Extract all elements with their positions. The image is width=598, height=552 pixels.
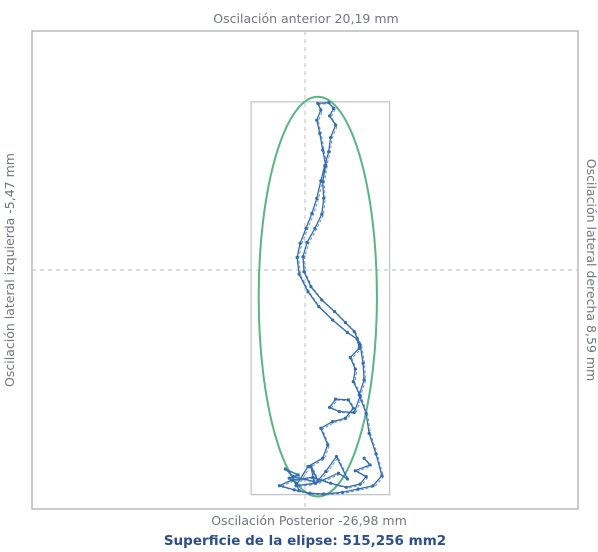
sway-point <box>293 488 296 491</box>
sway-point <box>365 412 368 415</box>
sway-point <box>292 475 295 478</box>
sway-point <box>363 378 366 381</box>
sway-point <box>305 241 308 244</box>
sway-point <box>362 362 365 365</box>
sway-point <box>295 484 298 487</box>
sway-point <box>371 484 374 487</box>
sway-point <box>326 443 329 446</box>
sway-point <box>318 132 321 135</box>
sway-point <box>315 197 318 200</box>
sway-point <box>284 467 287 470</box>
sway-point <box>315 119 318 122</box>
sway-point <box>322 492 325 495</box>
sway-point <box>352 407 355 410</box>
sway-point <box>320 213 323 216</box>
sway-point <box>344 417 347 420</box>
sway-point <box>329 136 332 139</box>
sway-point <box>353 330 356 333</box>
sway-point <box>380 474 383 477</box>
label-lateral-right: Oscilación lateral derecha 8,59 mm <box>584 159 598 381</box>
sway-point <box>288 477 291 480</box>
sway-point <box>299 242 302 245</box>
sway-point <box>354 368 357 371</box>
sway-point <box>328 406 331 409</box>
sway-point <box>347 398 350 401</box>
sway-point <box>337 472 340 475</box>
sway-point <box>331 318 334 321</box>
sway-point <box>306 465 309 468</box>
sway-point <box>321 180 324 183</box>
sway-point <box>358 393 361 396</box>
sway-point <box>297 473 300 476</box>
sway-point <box>359 482 362 485</box>
sway-point <box>296 256 299 259</box>
sway-point <box>331 420 334 423</box>
sway-point <box>278 484 281 487</box>
sway-point <box>349 356 352 359</box>
sway-point <box>346 477 349 480</box>
sway-point <box>346 331 349 334</box>
sway-point <box>298 489 301 492</box>
sway-point <box>363 457 366 460</box>
sway-point <box>328 114 331 117</box>
sway-point <box>333 310 336 313</box>
sway-point <box>309 465 312 468</box>
sway-point <box>357 487 360 490</box>
label-posterior: Oscilación Posterior -26,98 mm <box>211 513 407 528</box>
sway-point <box>313 227 316 230</box>
sway-point <box>338 410 341 413</box>
sway-point <box>316 479 319 482</box>
sway-point <box>352 380 355 383</box>
sway-point <box>345 486 348 489</box>
sway-point <box>301 255 304 258</box>
sway-point <box>327 101 330 104</box>
sway-point <box>304 227 307 230</box>
sway-point <box>311 476 314 479</box>
sway-point <box>298 273 301 276</box>
sway-point <box>320 298 323 301</box>
sway-point <box>353 411 356 414</box>
sway-point <box>324 164 327 167</box>
sway-point <box>341 491 344 494</box>
sway-point <box>317 305 320 308</box>
sway-point <box>327 150 330 153</box>
sway-point <box>319 427 322 430</box>
sway-point <box>321 457 324 460</box>
sway-point <box>316 102 319 105</box>
ellipse-surface-text: Superficie de la elipse: 515,256 mm2 <box>164 533 446 549</box>
sway-point <box>356 338 359 341</box>
sway-point <box>374 452 377 455</box>
sway-point <box>354 469 357 472</box>
sway-point <box>368 463 371 466</box>
sway-point <box>344 321 347 324</box>
sway-point <box>310 212 313 215</box>
sway-point <box>319 109 322 112</box>
label-anterior: Oscilación anterior 20,19 mm <box>213 11 398 26</box>
sway-point <box>324 470 327 473</box>
sway-point <box>309 285 312 288</box>
sway-point <box>359 343 362 346</box>
sway-point <box>302 270 305 273</box>
sway-point <box>314 482 317 485</box>
sway-point <box>334 398 337 401</box>
sway-point <box>335 455 338 458</box>
sway-point <box>291 478 294 481</box>
sway-point <box>322 197 325 200</box>
sway-point <box>365 475 368 478</box>
sway-point <box>332 107 335 110</box>
sway-point <box>306 290 309 293</box>
sway-point <box>329 482 332 485</box>
sway-point <box>358 347 361 350</box>
sway-point <box>308 492 311 495</box>
label-lateral-left: Oscilación lateral izquierda -5,47 mm <box>2 153 17 387</box>
sway-point <box>334 124 337 127</box>
sway-point <box>368 432 371 435</box>
sway-point <box>321 149 324 152</box>
